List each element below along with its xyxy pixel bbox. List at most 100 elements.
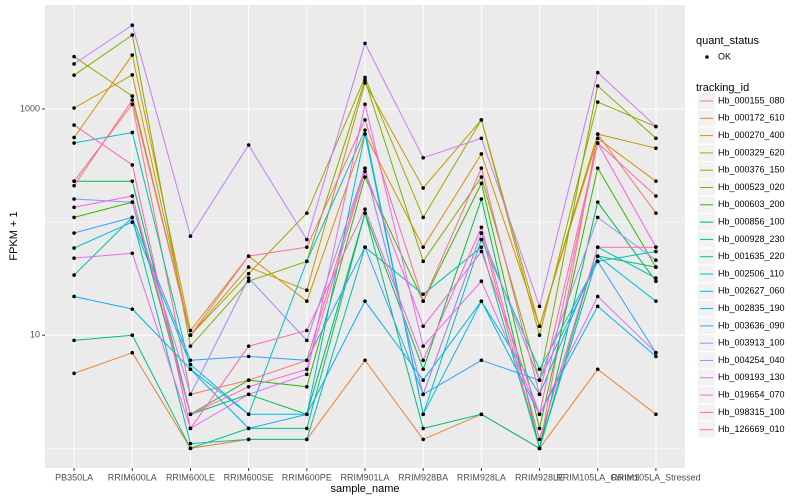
data-point xyxy=(363,207,367,211)
data-point xyxy=(72,62,76,66)
data-point xyxy=(305,437,309,442)
legend-label: Hb_001635_220 xyxy=(718,251,785,261)
data-point xyxy=(246,426,251,431)
data-point xyxy=(654,265,658,269)
data-point xyxy=(421,245,425,249)
data-point xyxy=(72,371,76,376)
data-point xyxy=(72,54,76,59)
data-point xyxy=(305,288,309,292)
data-point xyxy=(595,254,600,258)
data-point xyxy=(363,118,367,122)
data-point xyxy=(537,304,542,309)
data-point xyxy=(72,73,76,77)
x-tick-label: PB350LA xyxy=(55,472,93,482)
legend-point xyxy=(705,55,709,59)
data-point xyxy=(246,254,251,258)
data-point xyxy=(479,279,484,284)
data-point xyxy=(595,294,600,299)
data-point xyxy=(130,251,135,256)
data-point xyxy=(72,106,76,110)
data-point xyxy=(654,136,658,141)
data-point xyxy=(130,94,135,98)
data-point xyxy=(130,179,135,183)
data-point xyxy=(246,143,251,147)
data-point xyxy=(188,441,193,446)
data-point xyxy=(479,166,484,170)
data-point xyxy=(363,358,367,363)
legend-label: Hb_000856_100 xyxy=(718,216,785,226)
data-point xyxy=(188,328,193,333)
data-point xyxy=(363,128,367,132)
legend-label: Hb_004254_040 xyxy=(718,355,785,365)
x-tick-label: RRIM901LA xyxy=(340,472,389,482)
data-point xyxy=(595,166,600,170)
data-point xyxy=(479,175,484,179)
data-point xyxy=(654,299,658,303)
data-point xyxy=(421,412,425,417)
data-point xyxy=(537,333,542,338)
data-point xyxy=(130,53,135,57)
data-point xyxy=(72,179,76,183)
data-point xyxy=(188,392,193,397)
data-point xyxy=(654,249,658,254)
x-tick-label: RRIM928LA xyxy=(457,472,506,482)
data-point xyxy=(654,124,658,129)
data-point xyxy=(421,344,425,348)
x-tick-label: RRIM105LA_Control xyxy=(556,472,639,482)
data-point xyxy=(305,211,309,215)
data-point xyxy=(537,378,542,383)
data-point xyxy=(654,412,658,417)
data-point xyxy=(595,70,600,75)
y-tick-label: 10 xyxy=(30,330,40,340)
data-point xyxy=(654,146,658,150)
data-point xyxy=(130,130,135,135)
data-point xyxy=(305,259,309,264)
data-point xyxy=(654,350,658,355)
data-point xyxy=(421,378,425,383)
data-point xyxy=(246,354,251,359)
data-point xyxy=(72,197,76,201)
data-point xyxy=(130,73,135,77)
legend-label: Hb_009193_130 xyxy=(718,372,785,382)
data-point xyxy=(479,299,484,303)
data-point xyxy=(654,245,658,249)
data-point xyxy=(246,412,251,417)
data-point xyxy=(188,367,193,372)
data-point xyxy=(595,84,600,88)
data-point xyxy=(305,384,309,389)
legend-label: Hb_002506_110 xyxy=(718,268,784,278)
data-point xyxy=(479,245,484,249)
data-point xyxy=(72,215,76,220)
legend-label: Hb_002835_190 xyxy=(718,303,785,313)
data-point xyxy=(363,299,367,303)
data-point xyxy=(246,271,251,276)
data-point xyxy=(421,426,425,431)
data-point xyxy=(654,354,658,359)
data-point xyxy=(654,194,658,198)
x-tick-label: RRIM600SE xyxy=(224,472,274,482)
data-point xyxy=(72,205,76,210)
x-tick-label: RRIM600LA xyxy=(108,472,157,482)
data-point xyxy=(479,118,484,122)
legend-label: Hb_000376_150 xyxy=(718,165,785,175)
data-point xyxy=(479,181,484,186)
x-tick-label: RRIM928LE xyxy=(515,472,564,482)
data-point xyxy=(421,367,425,372)
legend-title: tracking_id xyxy=(696,82,749,94)
data-point xyxy=(130,23,135,28)
data-point xyxy=(595,200,600,204)
data-point xyxy=(479,136,484,141)
data-point xyxy=(537,367,542,372)
data-point xyxy=(595,304,600,309)
data-point xyxy=(654,211,658,215)
data-point xyxy=(537,412,542,417)
data-point xyxy=(537,392,542,397)
data-point xyxy=(72,338,76,343)
legend-label: Hb_000928_230 xyxy=(718,234,785,244)
legend-label: Hb_126669_010 xyxy=(718,424,785,434)
data-point xyxy=(305,372,309,377)
data-point xyxy=(363,81,367,85)
legend-label: Hb_003636_090 xyxy=(718,320,785,330)
data-point xyxy=(595,367,600,372)
